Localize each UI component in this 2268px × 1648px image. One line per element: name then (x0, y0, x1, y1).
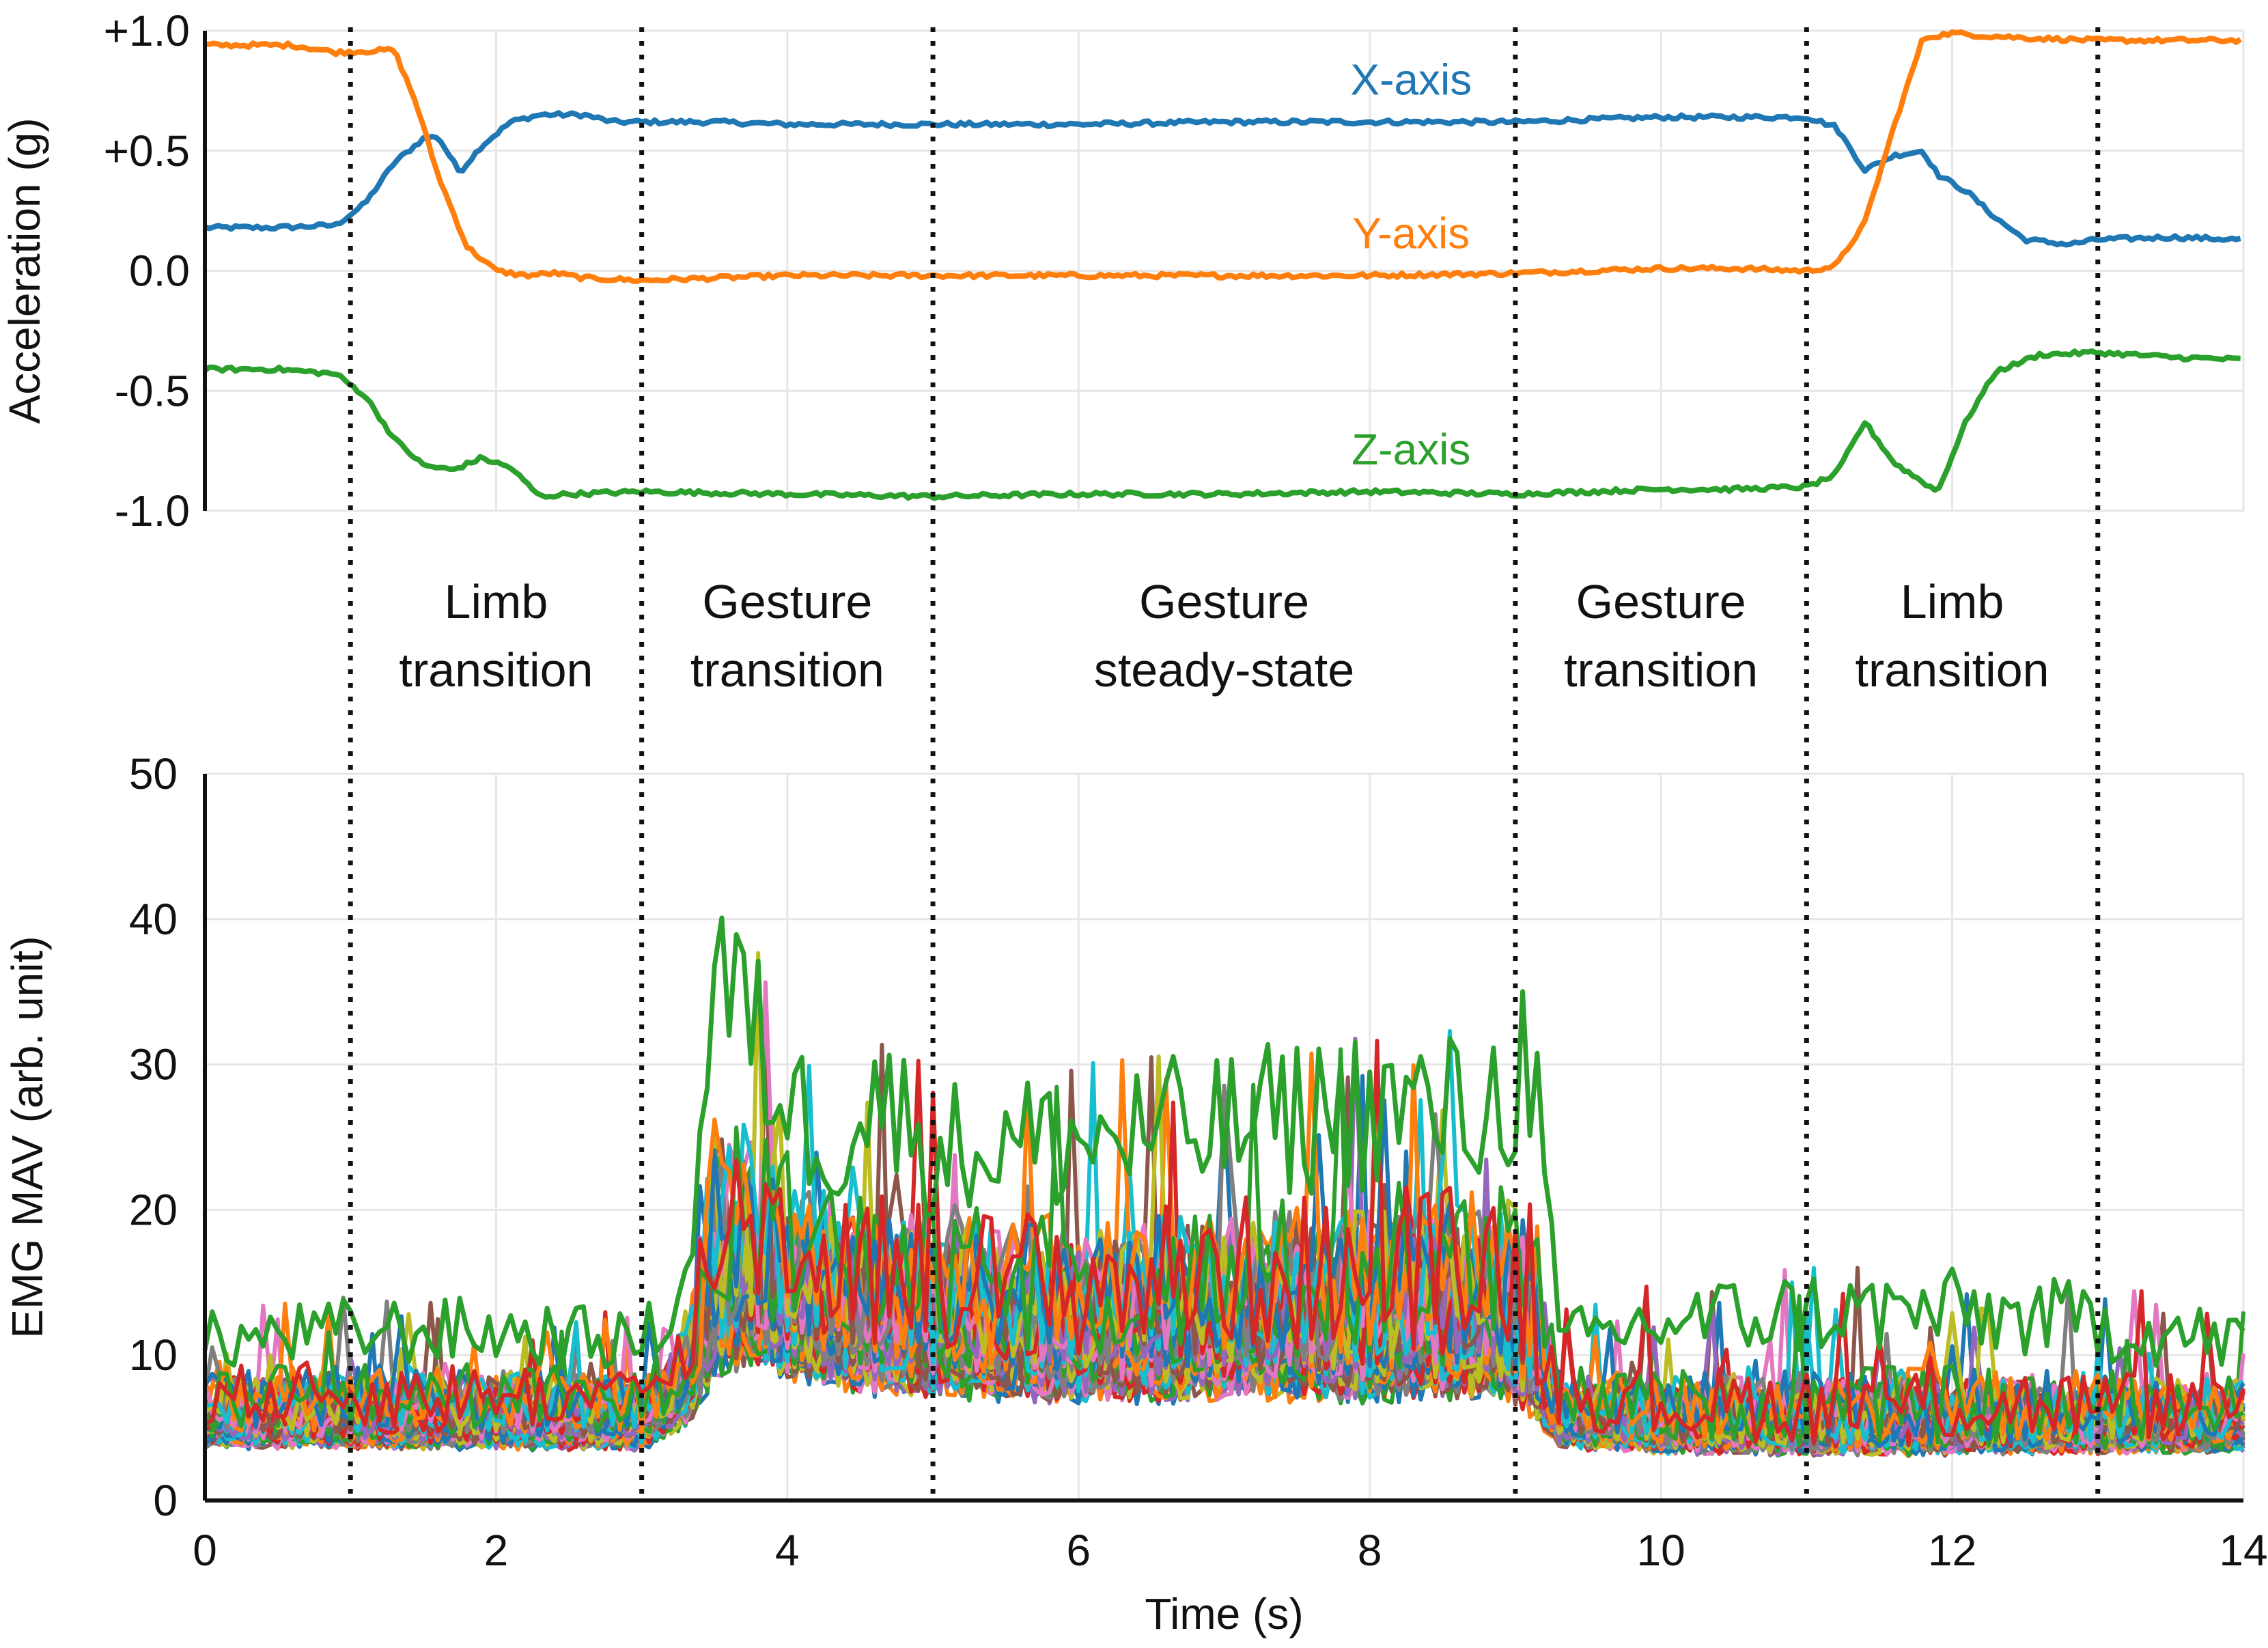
emg-y-tick-label: 20 (129, 1185, 178, 1234)
emg-y-tick-label: 30 (129, 1040, 178, 1089)
acceleration-y-axis-title: Acceleration (g) (0, 117, 49, 423)
series-label-x-axis: X-axis (1350, 55, 1472, 104)
time-x-tick-label: 6 (1066, 1526, 1091, 1575)
acceleration-series: X-axis Y-axis Z-axis (203, 29, 2243, 501)
time-x-axis-title: Time (s) (1145, 1589, 1303, 1638)
time-x-tick-label: 2 (484, 1526, 509, 1575)
acceleration-y-tick-label: 0.0 (129, 247, 190, 296)
emg-y-tick-label: 40 (129, 895, 178, 944)
time-x-tick-label: 10 (1637, 1526, 1685, 1575)
series-label-y-axis: Y-axis (1352, 209, 1470, 258)
acceleration-panel: X-axis Y-axis Z-axis +1.0 +0.5 0.0 -0.5 -1.0 A… (0, 6, 2245, 535)
emg-channel-trace (204, 1038, 2245, 1445)
time-x-tick-label: 14 (2219, 1526, 2267, 1575)
phase-label-line2: steady-state (1094, 643, 1354, 697)
phase-label-line2: transition (1856, 643, 2049, 697)
phase-label-line1: Gesture (1139, 575, 1309, 628)
time-x-tick-label: 12 (1928, 1526, 1976, 1575)
phase-label-line2: transition (1564, 643, 1758, 697)
emg-y-tick-labels: 0 10 20 30 40 50 (129, 749, 178, 1525)
phase-label-line1: Limb (445, 575, 548, 628)
emg-y-axis-title: EMG MAV (arb. unit) (3, 936, 52, 1338)
phase-label-line1: Limb (1901, 575, 2004, 628)
time-x-tick-label: 4 (775, 1526, 800, 1575)
acceleration-y-tick-label: +0.5 (104, 126, 190, 176)
phase-label-line2: transition (399, 643, 593, 697)
acceleration-y-tick-label: +1.0 (104, 6, 190, 55)
series-label-z-axis: Z-axis (1352, 425, 1470, 474)
acceleration-line-x-axis (204, 110, 2241, 248)
acceleration-y-tick-labels: +1.0 +0.5 0.0 -0.5 -1.0 (104, 6, 190, 535)
emg-y-tick-label: 50 (129, 749, 178, 798)
emg-y-tick-label: 10 (129, 1330, 178, 1380)
emg-y-tick-label: 0 (153, 1476, 178, 1525)
acceleration-y-tick-label: -1.0 (115, 486, 190, 535)
emg-x-tick-labels: 0 2 4 6 8 10 12 14 (193, 1526, 2267, 1575)
acceleration-line-y-axis (204, 29, 2243, 284)
phase-label-line1: Gesture (1576, 575, 1746, 628)
emg-panel: 0 10 20 30 40 50 0 2 4 6 8 10 12 14 EMG MAV (arb. un… (3, 749, 2268, 1638)
emg-channel-traces (202, 915, 2245, 1458)
time-x-tick-label: 8 (1358, 1526, 1382, 1575)
time-x-tick-label: 0 (193, 1526, 217, 1575)
phase-label-line2: transition (690, 643, 884, 697)
emg-channel-trace-max (202, 915, 2245, 1370)
acceleration-line-z-axis (203, 348, 2241, 501)
phase-label-line1: Gesture (702, 575, 872, 628)
phase-labels: Limb transition Gesture transition Gesture st… (399, 575, 2049, 697)
acceleration-y-tick-label: -0.5 (115, 366, 190, 415)
